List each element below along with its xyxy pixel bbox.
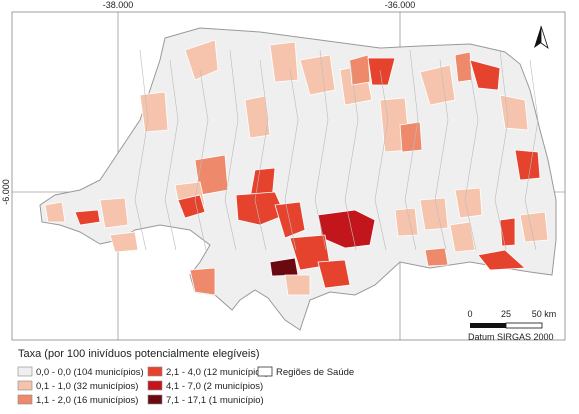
legend-label: 1,1 - 2,0 (16 municípios) <box>36 395 138 406</box>
municipal-boundary <box>284 69 299 251</box>
municipality <box>139 91 169 133</box>
north-arrow-left <box>534 26 541 48</box>
grid-label: -36.000 <box>385 0 416 10</box>
municipality <box>449 221 476 253</box>
datum: Datum SIRGAS 2000 <box>468 332 554 342</box>
municipal-boundary <box>494 49 509 251</box>
municipal-boundary <box>524 59 539 251</box>
municipality <box>454 51 473 83</box>
municipality <box>399 121 423 153</box>
municipality <box>269 41 299 83</box>
municipality <box>454 187 483 219</box>
municipality <box>477 249 526 271</box>
legend-swatch <box>257 366 273 377</box>
legend-title: Taxa (por 100 inivíduos potencialmente e… <box>18 348 260 360</box>
municipality <box>514 149 541 181</box>
municipality <box>189 267 216 296</box>
municipality <box>469 59 501 91</box>
municipal-boundary <box>464 69 479 251</box>
legend-label: 7,1 - 17,1 (1 município) <box>166 395 264 406</box>
municipality <box>284 274 311 296</box>
grid-label: -38.000 <box>103 0 134 10</box>
scale-label: 25 <box>501 309 511 319</box>
legend-swatch <box>147 366 163 377</box>
municipal-boundary <box>434 59 449 251</box>
municipality <box>74 209 101 226</box>
legend: 0,0 - 0,0 (104 municípios) 0,1 - 1,0 (32 … <box>17 366 354 406</box>
scale-bar: 0 25 50 km Datum SIRGAS 2000 <box>467 309 556 342</box>
legend-label: 0,1 - 1,0 (32 municípios) <box>36 381 138 392</box>
legend-label: 2,1 - 4,0 (12 municípios) <box>166 367 268 378</box>
scale-label: 0 <box>467 309 472 319</box>
municipal-boundary <box>404 49 419 251</box>
municipality <box>177 194 206 219</box>
municipal-boundary <box>134 49 149 251</box>
municipality <box>99 197 129 229</box>
scale-label: 50 km <box>532 309 557 319</box>
municipality <box>519 211 549 243</box>
municipal-boundary <box>224 49 239 251</box>
municipal-boundary <box>164 59 179 251</box>
municipal-boundary <box>374 69 389 251</box>
municipality <box>349 54 371 86</box>
municipal-boundary <box>254 59 269 251</box>
municipality <box>317 259 351 289</box>
grid-label: -6.000 <box>1 179 11 205</box>
municipality <box>499 94 529 131</box>
municipality <box>299 54 336 96</box>
municipality <box>44 201 66 223</box>
legend-swatch <box>17 380 33 391</box>
legend-label: Regiões de Saúde <box>276 367 354 378</box>
legend-swatch <box>17 366 33 377</box>
scale-segment <box>470 323 506 328</box>
north-arrow-right <box>540 25 549 50</box>
municipality <box>235 191 286 226</box>
municipal-boundary <box>194 69 209 251</box>
legend-swatch <box>147 394 163 405</box>
municipality <box>274 201 306 239</box>
legend-swatch <box>17 394 33 405</box>
north-arrow <box>534 25 549 50</box>
municipality <box>244 95 271 139</box>
municipality <box>394 207 419 237</box>
municipality <box>424 247 449 267</box>
map-frame <box>11 11 566 341</box>
legend-label: 4,1 - 7,0 (2 municípios) <box>166 381 263 392</box>
legend-swatch <box>147 380 163 391</box>
state-map <box>39 27 557 331</box>
municipality <box>109 231 139 253</box>
municipality <box>419 64 456 106</box>
municipal-boundary <box>344 59 359 251</box>
municipal-boundary <box>314 49 329 251</box>
scale-segment <box>505 322 543 329</box>
municipality <box>419 197 449 231</box>
municipality <box>184 39 219 81</box>
legend-label: 0,0 - 0,0 (104 municípios) <box>36 367 144 378</box>
municipality <box>367 57 396 86</box>
